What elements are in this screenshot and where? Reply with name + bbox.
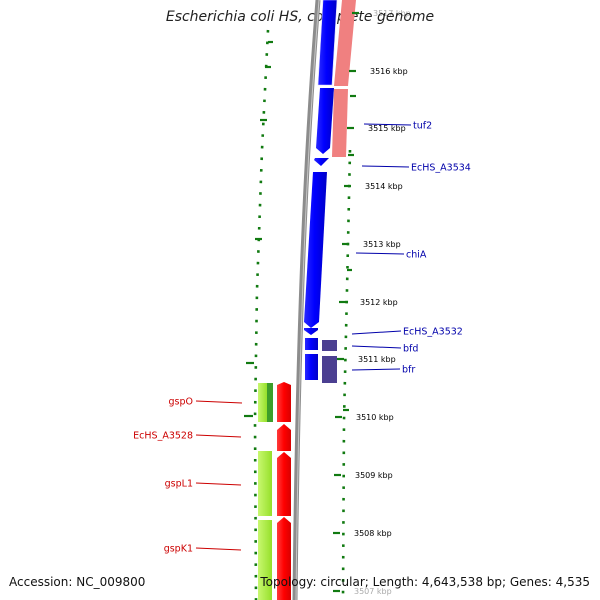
kbp-tick: 3510 kbp [335,413,394,422]
kbp-tick: 3514 kbp [344,182,403,191]
cds-tuf2 [316,88,334,154]
gene-label-bfd[interactable]: bfd [351,344,418,355]
cds-gspk1 [277,517,291,600]
gene-label-text[interactable]: gspL1 [165,479,193,490]
cds-lime-1 [258,383,267,422]
cds-echs-a3532 [304,328,318,335]
forward-cds-features [258,382,291,600]
kbp-tick: 3517 kbp [352,9,411,18]
genome-backbone [292,0,321,600]
genome-backbone-highlight [295,0,320,600]
kbp-tick-label: 3513 kbp [363,240,401,249]
gene-label-chia[interactable]: chiA [355,250,427,261]
gene-label-text[interactable]: EcHS_A3528 [133,431,193,442]
gene-label-text[interactable]: tuf2 [413,121,432,132]
cds-echs-a3534 [314,158,329,166]
kbp-tick-label: 3508 kbp [354,529,392,538]
gc-bars [244,40,356,418]
gene-label-text[interactable]: EcHS_A3532 [403,327,463,338]
kbp-tick: 3507 kbp [333,587,392,596]
kbp-tick-label: 3514 kbp [365,182,403,191]
kbp-tick: 3508 kbp [333,529,392,538]
gene-label-text[interactable]: gspO [169,397,194,408]
kbp-tick-label: 3510 kbp [356,413,394,422]
gene-label-text[interactable]: bfd [403,344,418,355]
cds-echs-a3528 [277,424,291,451]
kbp-tick-label: 3516 kbp [370,67,408,76]
gene-label-tuf2[interactable]: tuf2 [363,121,432,132]
genome-summary-text: Topology: circular; Length: 4,643,538 bp… [260,575,590,589]
cds-bfd [305,338,318,350]
kbp-tick-label: 3511 kbp [358,355,396,364]
reverse-cds-features [304,0,356,383]
kbp-tick-label: 3512 kbp [360,298,398,307]
kbp-ruler: 3517 kbp 3516 kbp 3515 kbp 3514 kbp 3513 kbp… [333,9,411,596]
gene-label-text[interactable]: chiA [406,250,427,261]
map-title: Escherichia coli HS, complete genome [165,9,435,25]
kbp-tick-label: 3507 kbp [354,587,392,596]
kbp-tick: 3509 kbp [334,471,393,480]
gene-label-echs_a3534[interactable]: EcHS_A3534 [361,163,471,174]
cds-blue-top [317,0,338,86]
gc-track-right [341,149,352,600]
gene-label-gspk1[interactable]: gspK1 [164,544,242,555]
cds-lime-1b [267,383,273,422]
cds-pink-2 [332,89,348,157]
cds-gspo [277,382,291,422]
kbp-tick: 3516 kbp [349,67,408,76]
gene-label-text[interactable]: bfr [402,365,415,376]
kbp-tick-label: 3515 kbp [368,124,406,133]
kbp-tick: 3513 kbp [342,240,401,249]
gene-label-gspo[interactable]: gspO [169,397,243,408]
gene-label-echs_a3532[interactable]: EcHS_A3532 [351,327,463,338]
cds-gspl1 [277,452,291,516]
gene-label-echs_a3528[interactable]: EcHS_A3528 [133,431,242,442]
kbp-tick-label: 3509 kbp [355,471,393,480]
cds-lime-3 [258,520,272,600]
gene-label-text[interactable]: EcHS_A3534 [411,163,471,174]
cds-lime-2 [258,451,272,516]
cds-purple-2 [322,356,337,383]
cds-purple-1 [322,340,337,351]
kbp-tick: 3512 kbp [339,298,398,307]
cds-chia [304,172,327,328]
accession-text: Accession: NC_009800 [9,575,146,589]
cds-pink [334,0,356,86]
kbp-tick: 3511 kbp [337,355,396,364]
cds-bfr [305,354,318,380]
gene-label-gspl1[interactable]: gspL1 [165,479,242,490]
kbp-tick: 3515 kbp [347,124,406,133]
gene-label-text[interactable]: gspK1 [164,544,193,555]
kbp-tick-label: 3517 kbp [373,9,411,18]
gene-label-bfr[interactable]: bfr [351,365,415,376]
